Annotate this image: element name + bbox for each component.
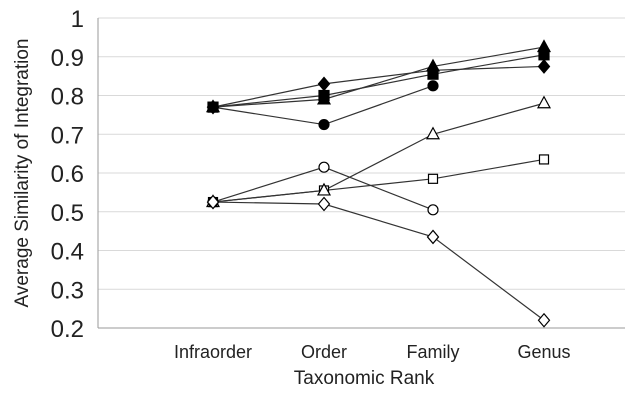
series-line [212,158,545,203]
series-line [212,102,545,203]
data-point-circle [318,118,330,131]
series-lines [212,46,545,321]
y-tick-label: 0.3 [51,277,84,304]
data-point-diamond [537,312,551,328]
series-line [212,54,545,108]
data-point-diamond [426,62,440,78]
series-line [212,46,545,108]
data-point-circle [207,101,219,113]
data-point-triangle [316,182,332,196]
axes [97,18,625,329]
data-point-circle [427,204,439,216]
data-point-triangle [536,95,552,109]
data-point-diamond [317,196,331,212]
y-tick-label: 1 [71,6,84,33]
y-tick-label: 0.8 [51,84,84,111]
y-tick-label: 0.4 [51,239,84,266]
data-point-diamond [426,229,440,245]
data-point-triangle [316,91,332,105]
y-tick-label: 0.2 [51,316,84,343]
y-tick-label: 0.9 [51,45,84,72]
data-point-triangle [536,39,552,53]
data-point-square [538,154,550,165]
data-point-circle [427,80,439,92]
x-tick-label: Order [301,342,347,362]
data-point-triangle [425,126,441,140]
x-tick-label: Family [407,342,460,362]
x-tick-label: Infraorder [174,342,252,362]
data-point-square [427,173,439,184]
data-point-diamond [317,76,331,92]
y-tick-labels: 0.2 0.3 0.4 0.5 0.6 0.7 0.8 0.9 1 [51,6,84,343]
data-point-diamond [206,194,220,210]
y-axis-label: Average Similarity of Integration [12,39,33,308]
series-line [212,65,545,108]
series-line [212,201,545,321]
data-point-circle [318,161,330,173]
x-tick-label: Genus [517,342,570,362]
series-markers [205,39,552,328]
y-tick-label: 0.7 [51,122,84,149]
gridlines [98,17,625,290]
y-tick-label: 0.6 [51,161,84,188]
x-tick-labels: Infraorder Order Family Genus [174,342,571,362]
y-tick-label: 0.5 [51,200,84,227]
x-axis-label: Taxonomic Rank [294,368,435,389]
data-point-diamond [537,59,551,74]
